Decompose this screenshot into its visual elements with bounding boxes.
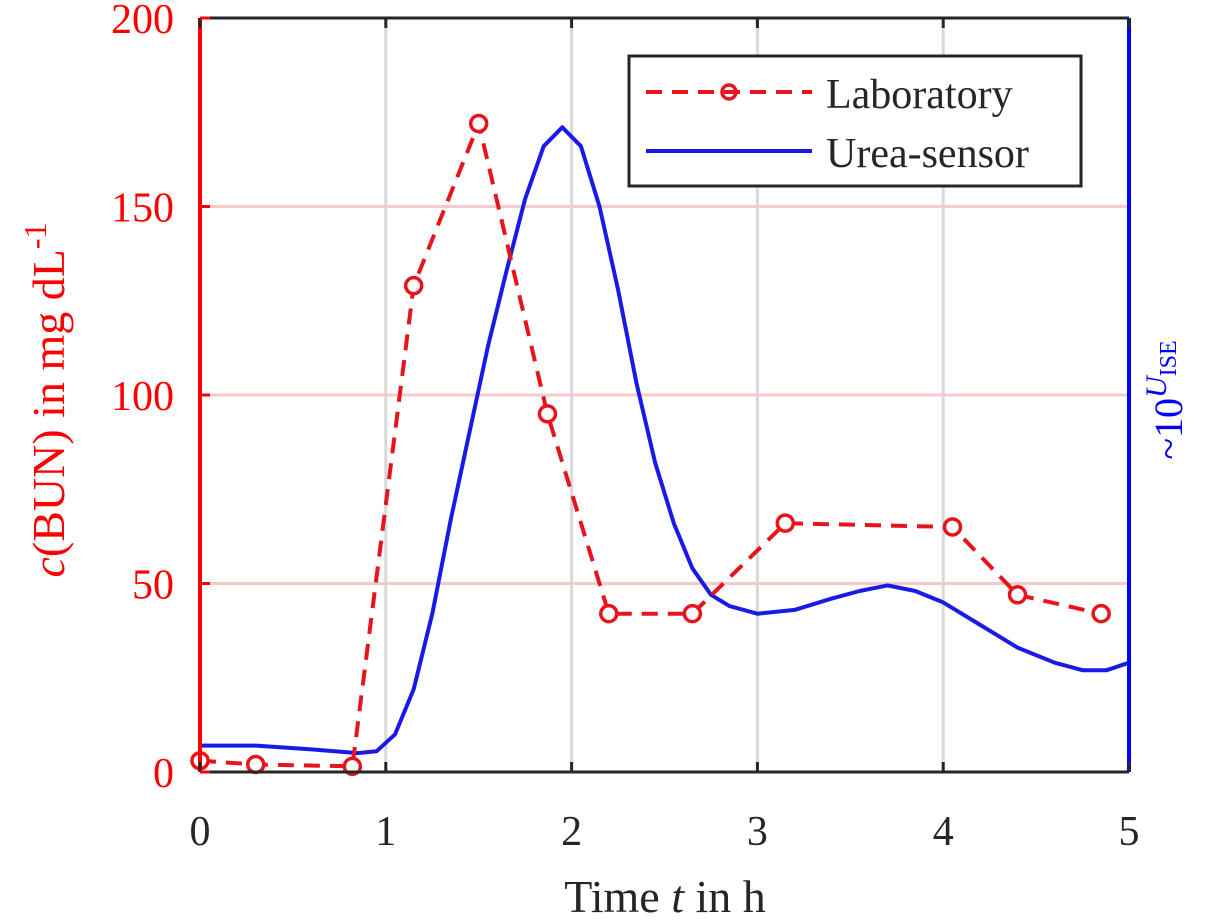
- x-tick-label: 1: [375, 809, 396, 855]
- y-tick-label: 100: [111, 374, 174, 420]
- right-y-axis-label: ~10UISE: [1140, 340, 1191, 459]
- laboratory-point: [599, 603, 619, 624]
- laboratory-point: [1091, 603, 1111, 624]
- laboratory-point: [245, 754, 266, 775]
- legend-laboratory-label: Laboratory: [826, 72, 1013, 118]
- laboratory-point: [775, 513, 796, 533]
- laboratory-point: [403, 275, 424, 296]
- series-urea-sensor-line: [200, 125, 1130, 756]
- x-tick-label: 2: [561, 809, 582, 855]
- x-tick-label: 4: [933, 809, 954, 855]
- left-y-axis-label: c(BUN) in mg dL-1: [17, 223, 74, 578]
- laboratory-point: [537, 404, 558, 424]
- legend: Laboratory Urea-sensor: [627, 54, 1083, 188]
- y-tick-label: 0: [153, 751, 174, 797]
- laboratory-point: [682, 603, 703, 624]
- x-tick-label: 5: [1119, 809, 1140, 855]
- x-tick-label: 0: [190, 809, 211, 855]
- x-tick-label: 3: [747, 809, 768, 855]
- laboratory-point: [342, 756, 363, 777]
- y-tick-label: 150: [111, 186, 174, 232]
- series-layer: [190, 113, 1130, 777]
- y-tick-label: 200: [111, 0, 174, 43]
- legend-box: [627, 54, 1083, 188]
- laboratory-point: [468, 113, 489, 134]
- x-axis-label: Time t in h: [564, 871, 766, 920]
- laboratory-point: [942, 517, 963, 537]
- legend-sensor-label: Urea-sensor: [826, 131, 1029, 177]
- grid-y-lines: [200, 205, 1129, 585]
- axis-ticks: [198, 16, 1131, 774]
- legend-laboratory-marker: [720, 83, 738, 101]
- y-tick-label: 50: [132, 563, 174, 609]
- laboratory-point: [1007, 585, 1028, 605]
- series-laboratory-line: [199, 116, 1102, 769]
